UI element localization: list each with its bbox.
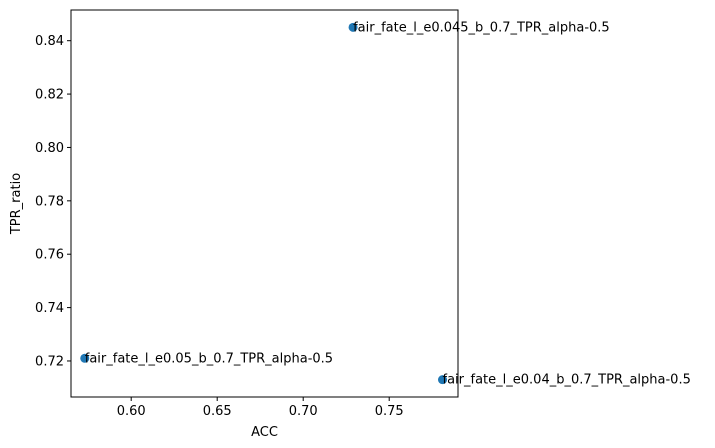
point-label: fair_fate_l_e0.04_b_0.7_TPR_alpha-0.5 [443,373,691,388]
scatter-points [80,22,448,385]
x-tick-label: 0.75 [375,404,404,419]
x-tick-label: 0.65 [203,404,232,419]
scatter-point [438,375,448,385]
x-tick-label: 0.60 [117,404,146,419]
y-tick-label: 0.80 [35,141,64,156]
y-tick-label: 0.74 [35,301,64,316]
point-label: fair_fate_l_e0.05_b_0.7_TPR_alpha-0.5 [85,351,333,366]
plot-area [70,9,459,398]
x-tick-label: 0.70 [289,404,318,419]
y-tick-label: 0.84 [35,34,64,49]
y-tick-label: 0.76 [35,248,64,263]
y-tick-label: 0.72 [35,354,64,369]
y-tick-label: 0.78 [35,194,64,209]
x-axis-ticks: 0.60 0.65 0.70 0.75 [117,397,404,419]
scatter-point [80,353,90,363]
y-tick-label: 0.82 [35,88,64,103]
x-axis-label: ACC [251,425,278,440]
point-label: fair_fate_l_e0.045_b_0.7_TPR_alpha-0.5 [353,20,610,35]
point-labels: fair_fate_l_e0.05_b_0.7_TPR_alpha-0.5fai… [85,20,691,387]
y-axis-label: TPR_ratio [9,173,24,235]
scatter-point [348,22,358,32]
y-axis-ticks: 0.72 0.74 0.76 0.78 0.80 0.82 0.84 [35,34,71,369]
